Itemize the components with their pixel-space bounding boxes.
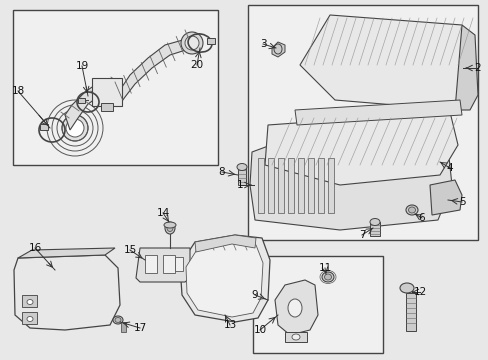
Text: 6: 6 — [418, 213, 425, 223]
Polygon shape — [271, 42, 285, 57]
Bar — [163, 255, 175, 273]
Ellipse shape — [167, 225, 173, 231]
Text: 4: 4 — [446, 163, 452, 173]
Bar — [121, 322, 126, 332]
Polygon shape — [120, 38, 192, 104]
Polygon shape — [18, 248, 115, 258]
Ellipse shape — [405, 205, 417, 215]
Bar — [317, 158, 324, 213]
Polygon shape — [249, 130, 451, 230]
Polygon shape — [299, 15, 469, 110]
Text: 3: 3 — [259, 39, 266, 49]
Bar — [247, 5, 477, 240]
Bar — [285, 332, 306, 342]
Text: 20: 20 — [190, 60, 203, 70]
Text: 14: 14 — [156, 208, 169, 218]
Ellipse shape — [163, 222, 176, 228]
Bar — [297, 158, 304, 213]
Ellipse shape — [62, 115, 88, 141]
Bar — [40, 124, 48, 130]
Text: 11: 11 — [318, 263, 331, 273]
Bar — [258, 158, 264, 213]
Ellipse shape — [399, 283, 413, 293]
Text: 17: 17 — [133, 323, 146, 333]
Ellipse shape — [184, 36, 199, 50]
Bar — [101, 103, 113, 111]
Polygon shape — [294, 100, 461, 125]
Text: 19: 19 — [75, 61, 88, 71]
Polygon shape — [65, 80, 115, 130]
Bar — [13, 10, 218, 165]
Text: 16: 16 — [28, 243, 41, 253]
Text: 9: 9 — [251, 290, 258, 300]
Text: 5: 5 — [458, 197, 465, 207]
Ellipse shape — [237, 163, 246, 171]
Polygon shape — [180, 235, 269, 322]
Ellipse shape — [369, 219, 379, 225]
Bar — [267, 158, 273, 213]
Bar — [175, 257, 183, 271]
Bar — [327, 158, 333, 213]
Text: 13: 13 — [223, 320, 236, 330]
Polygon shape — [14, 255, 120, 330]
Polygon shape — [274, 280, 317, 335]
Bar — [369, 222, 379, 236]
Polygon shape — [136, 248, 190, 282]
Text: 18: 18 — [11, 86, 24, 96]
Text: 7: 7 — [358, 230, 365, 240]
Text: 12: 12 — [412, 287, 426, 297]
Ellipse shape — [321, 272, 333, 282]
Bar — [92, 78, 122, 106]
Bar — [206, 38, 215, 44]
Bar — [405, 293, 415, 331]
Polygon shape — [195, 235, 256, 252]
Bar — [307, 158, 313, 213]
Polygon shape — [185, 242, 263, 317]
Bar — [145, 255, 157, 273]
Text: 2: 2 — [474, 63, 480, 73]
Bar — [78, 98, 85, 103]
Text: 15: 15 — [123, 245, 136, 255]
Ellipse shape — [66, 119, 84, 137]
Ellipse shape — [27, 316, 33, 321]
Ellipse shape — [115, 318, 121, 323]
Polygon shape — [429, 180, 461, 215]
Bar — [278, 158, 284, 213]
Ellipse shape — [287, 299, 302, 317]
Polygon shape — [264, 112, 457, 185]
Bar — [238, 167, 245, 185]
Bar — [252, 256, 382, 353]
Polygon shape — [454, 25, 477, 110]
Text: 1: 1 — [236, 180, 243, 190]
Ellipse shape — [27, 300, 33, 305]
Bar — [22, 295, 37, 307]
Text: 8: 8 — [218, 167, 225, 177]
Ellipse shape — [164, 222, 175, 234]
Bar — [22, 312, 37, 324]
Ellipse shape — [113, 316, 123, 324]
Text: 10: 10 — [253, 325, 266, 335]
Ellipse shape — [181, 32, 203, 54]
Bar — [287, 158, 293, 213]
Ellipse shape — [324, 274, 331, 280]
Ellipse shape — [291, 334, 299, 340]
Ellipse shape — [407, 207, 415, 213]
